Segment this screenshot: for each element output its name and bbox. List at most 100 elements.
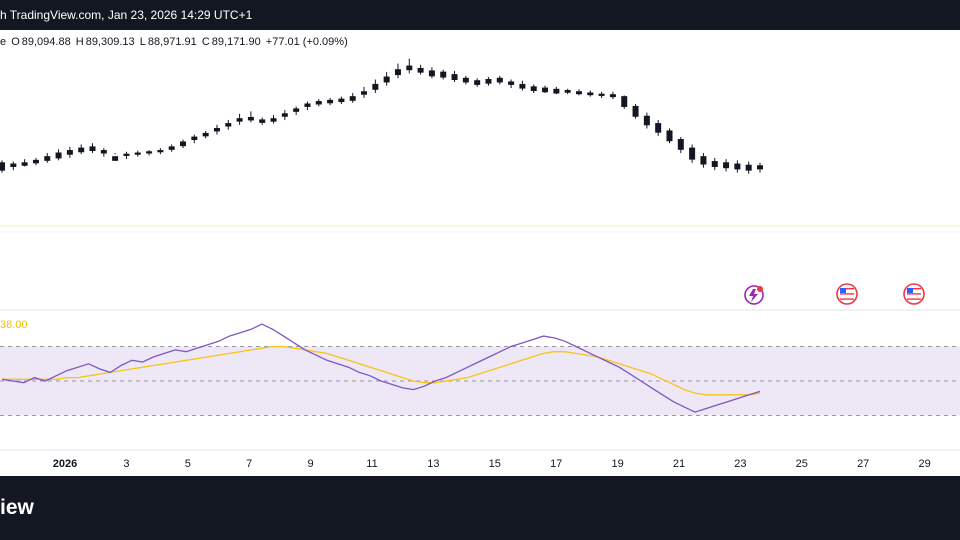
flag-icon-canton [907, 288, 913, 293]
candle [417, 67, 424, 73]
x-tick-label: 25 [796, 458, 808, 470]
candle [632, 105, 639, 117]
footer-bar: iew [0, 476, 960, 540]
candle [598, 93, 605, 96]
candle [270, 118, 277, 122]
flag-icon-stripe [840, 290, 854, 292]
x-tick-label: 27 [857, 458, 869, 470]
x-tick-label: 21 [673, 458, 685, 470]
change-value: +77.01 (+0.09%) [265, 36, 348, 48]
candle [666, 130, 673, 142]
price-pane[interactable] [0, 58, 960, 233]
candle [383, 76, 390, 83]
candle [293, 108, 300, 112]
candle [361, 91, 368, 95]
candle [508, 81, 515, 85]
candle [575, 91, 582, 95]
lightning-icon-badge [757, 286, 763, 292]
x-tick-label: 13 [427, 458, 439, 470]
candle [44, 156, 51, 161]
candle [519, 83, 526, 89]
candle [587, 92, 594, 96]
candle [281, 113, 288, 117]
candle [428, 70, 435, 77]
candle [100, 150, 107, 154]
candle [734, 163, 741, 170]
candle [553, 88, 560, 94]
candle [440, 71, 447, 78]
candle [180, 141, 187, 147]
candle [112, 156, 119, 161]
lightning-icon-bolt [749, 289, 758, 302]
candle [134, 152, 141, 155]
ohlc-legend: e O 89,094.88 H 89,309.13 L 88,971.91 C 89,1… [0, 36, 350, 48]
rsi-line [1, 323, 761, 413]
x-tick-label: 3 [123, 458, 129, 470]
x-tick-label: 9 [308, 458, 314, 470]
candle [485, 79, 492, 84]
candle [530, 86, 537, 92]
candle [745, 164, 752, 171]
x-tick-label: 5 [185, 458, 191, 470]
candle [496, 77, 503, 83]
candle [474, 80, 481, 85]
open-label: O [11, 36, 20, 48]
candle [10, 163, 17, 167]
candle [55, 152, 62, 159]
x-tick-label: 2026 [53, 458, 77, 470]
candle [757, 165, 763, 170]
candle [406, 65, 413, 71]
candle [259, 119, 266, 123]
open-value: 89,094.88 [21, 36, 71, 48]
lightning-event-icon[interactable] [744, 285, 764, 305]
candle [168, 146, 175, 150]
us-flag-event-icon[interactable] [836, 283, 858, 305]
x-tick-label: 29 [918, 458, 930, 470]
x-tick-label: 23 [734, 458, 746, 470]
candle [21, 162, 28, 166]
close-value: 89,171.90 [211, 36, 261, 48]
candle [236, 118, 243, 122]
candle [677, 139, 684, 150]
event-markers[interactable] [744, 283, 925, 305]
flag-icon-stripe [840, 295, 854, 298]
chart-source-title: h TradingView.com, Jan 23, 2026 14:29 UT… [0, 8, 253, 22]
candle [643, 115, 650, 126]
candle [700, 156, 707, 165]
candle [213, 128, 220, 132]
x-tick-label: 19 [611, 458, 623, 470]
candle [32, 159, 39, 164]
candle [655, 123, 662, 133]
candle [394, 69, 401, 76]
candle [78, 147, 85, 153]
rsi-ma-line [2, 345, 761, 396]
candle [372, 83, 379, 90]
candle [0, 162, 5, 171]
candle [462, 77, 469, 83]
high-value: 89,309.13 [85, 36, 135, 48]
candle [689, 147, 696, 160]
candle [609, 94, 616, 98]
flag-icon-stripe [840, 288, 854, 290]
candle [202, 132, 209, 137]
flag-icon-stripe [907, 298, 921, 300]
candle [225, 123, 232, 127]
x-tick-label: 11 [366, 458, 377, 470]
x-tick-label: 17 [550, 458, 562, 470]
flag-icon-stripe [840, 298, 854, 300]
candle [66, 150, 73, 155]
rsi-pane[interactable]: 38.00 [0, 319, 960, 416]
candle [451, 74, 458, 80]
x-tick-label: 7 [246, 458, 252, 470]
candle [191, 136, 198, 141]
candle [304, 103, 311, 107]
candle [89, 146, 96, 152]
us-flag-event-icon[interactable] [903, 283, 925, 305]
candle [711, 161, 718, 167]
candle [146, 151, 153, 154]
candle [564, 90, 571, 93]
flag-icon-stripe [907, 288, 921, 290]
candle [621, 96, 628, 107]
rsi-ma-value: 38.00 [0, 319, 28, 331]
